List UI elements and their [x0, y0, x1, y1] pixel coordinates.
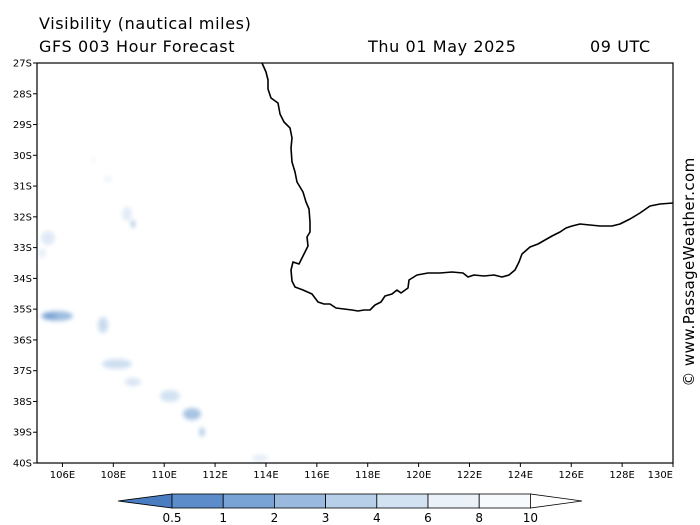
visibility-patch — [38, 248, 46, 258]
map-title-date: Thu 01 May 2025 — [368, 37, 517, 56]
lon-tick-label: 126E — [559, 470, 584, 481]
lat-tick-label: 34S — [13, 274, 32, 285]
coastline — [261, 62, 674, 312]
lat-tick-label: 29S — [13, 120, 32, 131]
visibility-patch — [43, 313, 57, 319]
lat-tick-label: 35S — [13, 305, 32, 316]
visibility-patch — [41, 231, 55, 245]
scale-swatch — [427, 493, 480, 509]
lat-tick-label: 31S — [13, 182, 32, 193]
visibility-patch — [131, 220, 135, 228]
lat-tick-label: 38S — [13, 397, 32, 408]
scale-label: 3 — [322, 511, 330, 525]
lon-tick-label: 106E — [50, 470, 75, 481]
lat-tick-label: 33S — [13, 243, 32, 254]
lon-tick-label: 110E — [151, 470, 176, 481]
lon-tick-label: 124E — [508, 470, 533, 481]
lon-tick-label: 112E — [202, 470, 227, 481]
visibility-patch — [183, 408, 201, 420]
lon-tick-label: 128E — [609, 470, 634, 481]
map-frame — [36, 62, 674, 464]
scale-swatch — [222, 493, 275, 509]
lon-tick-label: 108E — [101, 470, 126, 481]
scale-label: 4 — [373, 511, 381, 525]
map-title-variable: Visibility (nautical miles) — [39, 14, 252, 33]
lat-tick-label: 37S — [13, 366, 32, 377]
scale-arrow-right — [530, 493, 583, 509]
lat-tick-label: 36S — [13, 335, 32, 346]
latitude-axis: 27S 28S 29S 30S 31S 32S 33S 34S 35S 36S 37S 38S 39S 4… — [13, 59, 37, 470]
visibility-color-scale: 0.5 1 2 3 4 6 8 10 — [117, 493, 583, 525]
visibility-patch — [160, 390, 180, 402]
lat-tick-label: 40S — [13, 459, 32, 470]
scale-label: 6 — [424, 511, 432, 525]
scale-label: 0.5 — [162, 511, 181, 525]
lon-tick-label: 114E — [253, 470, 278, 481]
visibility-patch — [98, 317, 108, 333]
lon-tick-label: 120E — [406, 470, 431, 481]
visibility-patch — [90, 158, 96, 162]
scale-label: 2 — [271, 511, 279, 525]
lat-tick-label: 39S — [13, 428, 32, 439]
scale-label: 8 — [475, 511, 483, 525]
scale-label: 10 — [523, 511, 538, 525]
visibility-patch — [125, 378, 141, 386]
visibility-patch — [104, 176, 112, 182]
longitude-axis: 106E 108E 110E 112E 114E 116E 118E 120E 122E 124E… — [50, 463, 674, 481]
scale-swatch — [325, 493, 378, 509]
low-visibility-areas — [38, 158, 268, 461]
lon-tick-label: 130E — [648, 470, 673, 481]
map-title-time: 09 UTC — [590, 37, 651, 56]
lon-tick-label: 122E — [457, 470, 482, 481]
lat-tick-label: 28S — [13, 89, 32, 100]
scale-swatch — [273, 493, 326, 509]
scale-swatch — [478, 493, 531, 509]
map-title-model: GFS 003 Hour Forecast — [39, 37, 236, 56]
visibility-patch — [252, 455, 268, 461]
lat-tick-label: 30S — [13, 151, 32, 162]
lon-tick-label: 116E — [304, 470, 329, 481]
lon-tick-label: 118E — [355, 470, 380, 481]
scale-swatch — [171, 493, 224, 509]
lat-tick-label: 27S — [13, 59, 32, 70]
visibility-patch — [199, 427, 205, 437]
visibility-patch — [122, 207, 132, 221]
scale-label: 1 — [219, 511, 227, 525]
scale-arrow-left — [117, 493, 173, 509]
lat-tick-label: 32S — [13, 212, 32, 223]
scale-swatch — [376, 493, 429, 509]
visibility-patch — [102, 359, 132, 369]
